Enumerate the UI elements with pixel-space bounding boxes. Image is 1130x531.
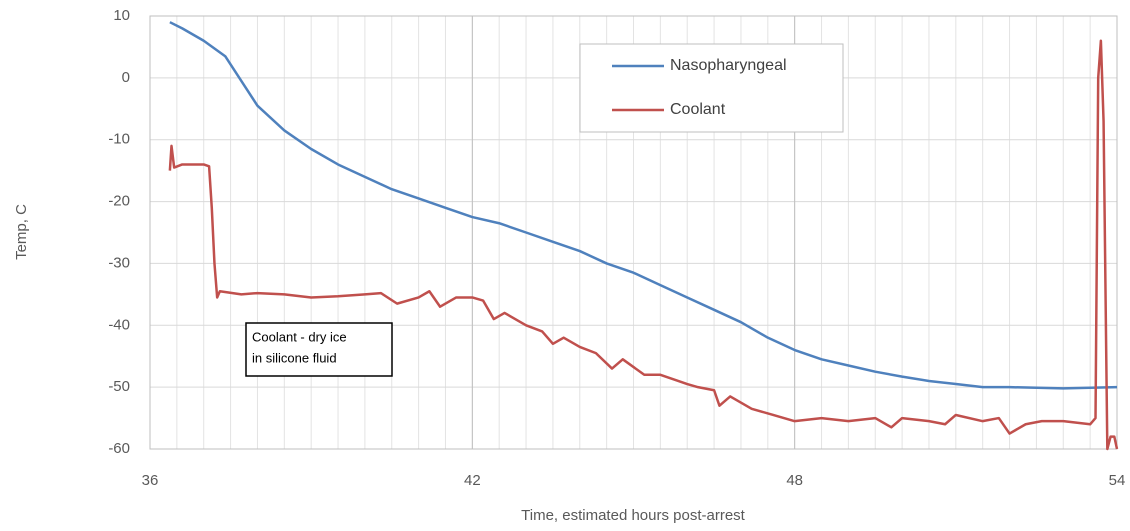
- y-tick-label: -20: [108, 193, 130, 210]
- y-tick-label: -50: [108, 378, 130, 395]
- legend-box: [579, 43, 844, 133]
- x-tick-label: 42: [464, 472, 481, 489]
- y-tick-label: 0: [122, 69, 130, 86]
- x-tick-label: 36: [142, 472, 159, 489]
- y-tick-label: -10: [108, 131, 130, 148]
- x-axis-label: Time, estimated hours post-arrest: [521, 507, 746, 524]
- y-tick-label: -40: [108, 316, 130, 333]
- plot-frame: [149, 15, 1118, 450]
- data-line: [169, 21, 1118, 390]
- data-line: [168, 39, 1119, 451]
- y-tick-label: -60: [108, 440, 130, 457]
- annotation-text: Coolant - dry ice: [252, 329, 347, 344]
- y-axis-label: Temp, C: [13, 204, 30, 260]
- annotation-text: in silicone fluid: [252, 350, 337, 365]
- annotation-box: [245, 322, 393, 377]
- y-tick-label: 10: [113, 7, 130, 24]
- x-tick-label: 48: [786, 472, 803, 489]
- y-tick-label: -30: [108, 254, 130, 271]
- legend-label: Nasopharyngeal: [670, 57, 787, 74]
- x-tick-label: 54: [1109, 472, 1126, 489]
- legend-label: Coolant: [670, 101, 726, 118]
